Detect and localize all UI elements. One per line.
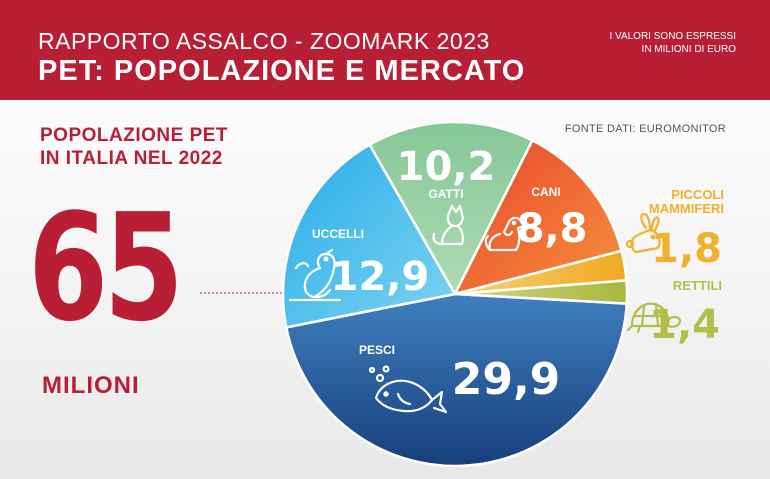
population-title: POPOLAZIONE PET IN ITALIA NEL 2022 <box>40 124 228 170</box>
slice-label-piccoli-line1: PICCOLI <box>671 187 724 202</box>
pie-slice-rettili <box>453 279 629 305</box>
bird-icon <box>288 248 342 302</box>
slice-label-uccelli: UCCELLI <box>312 227 364 241</box>
slice-label-rettili: RETTILI <box>673 278 722 293</box>
data-source: FONTE DATI: EUROMONITOR <box>564 123 726 135</box>
slice-label-pesci: PESCI <box>359 343 395 357</box>
slice-value-gatti: 10,2 <box>397 144 496 190</box>
report-subtitle: RAPPORTO ASSALCO - ZOOMARK 2023 <box>38 28 490 54</box>
slice-label-piccoli-line2: MAMMIFERI <box>649 201 724 216</box>
slice-label-gatti: GATTI <box>428 187 463 201</box>
pie-slice-cani <box>453 139 623 296</box>
population-total: 65 <box>28 182 184 354</box>
slice-value-cani: 8,8 <box>517 206 588 252</box>
population-title-line2: IN ITALIA NEL 2022 <box>40 148 223 169</box>
units-note: I VALORI SONO ESPRESSI IN MILIONI DI EUR… <box>609 30 736 56</box>
population-unit: MILIONI <box>42 372 140 399</box>
pie-slice-pesci <box>285 292 628 468</box>
report-title: PET: POPOLAZIONE E MERCATO <box>38 55 526 87</box>
rabbit-icon <box>625 212 661 254</box>
slice-value-pesci: 29,9 <box>452 354 561 405</box>
units-note-line2: IN MILIONI DI EURO <box>641 44 736 55</box>
pie-slice-uccelli <box>281 143 457 329</box>
turtle-icon <box>626 302 682 334</box>
header-banner: RAPPORTO ASSALCO - ZOOMARK 2023 PET: POP… <box>0 0 770 100</box>
fish-icon <box>368 365 448 414</box>
slice-value-uccelli: 12,9 <box>331 254 430 300</box>
dog-icon <box>484 216 526 252</box>
units-note-line1: I VALORI SONO ESPRESSI <box>609 31 736 42</box>
slice-label-cani: CANI <box>531 185 560 199</box>
slice-value-piccoli: 1,8 <box>651 226 722 272</box>
cat-icon <box>432 204 464 246</box>
population-title-line1: POPOLAZIONE PET <box>40 125 229 146</box>
